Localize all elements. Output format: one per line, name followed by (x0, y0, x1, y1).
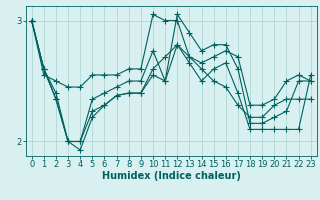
X-axis label: Humidex (Indice chaleur): Humidex (Indice chaleur) (102, 171, 241, 181)
